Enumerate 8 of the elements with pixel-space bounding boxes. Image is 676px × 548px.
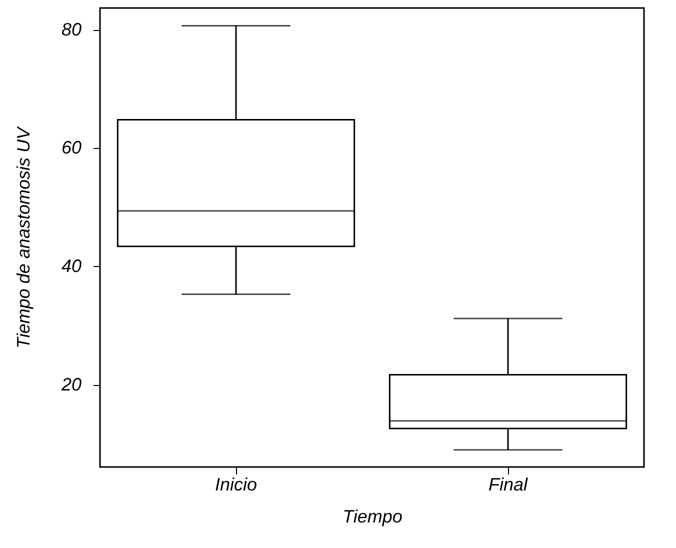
x-axis-title: Tiempo	[342, 506, 402, 526]
x-tick-label: Inicio	[214, 474, 258, 494]
x-tick-label: Final	[488, 474, 529, 494]
y-tick-label: 40	[61, 256, 82, 276]
y-tick-label: 20	[60, 374, 82, 394]
y-tick-label: 60	[61, 138, 82, 158]
y-tick-label: 80	[61, 19, 82, 40]
y-axis-title: Tiempo de anastomosis UV	[13, 126, 34, 348]
